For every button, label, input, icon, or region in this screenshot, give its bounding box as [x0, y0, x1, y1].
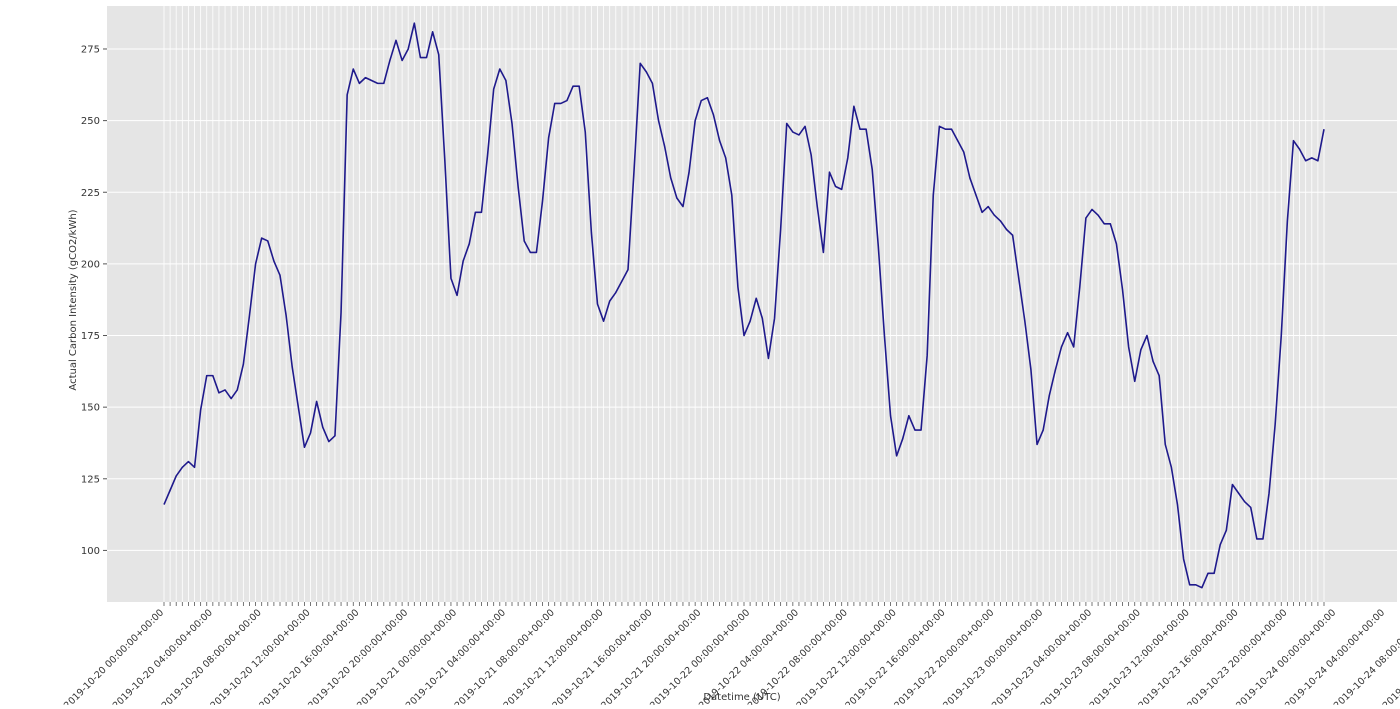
x-tick-label: 2019-10-21 08:00:00+00:00 [453, 607, 557, 705]
plot-panel [107, 6, 1397, 602]
x-tick-label: 2019-10-20 12:00:00+00:00 [209, 607, 313, 705]
y-tick-label: 100 [81, 546, 100, 557]
x-axis-label: Datetime (UTC) [703, 692, 780, 703]
x-tick-label: 2019-10-24 04:00:00+00:00 [1283, 607, 1387, 705]
y-tick-label: 200 [81, 259, 100, 270]
x-tick-label: 2019-10-22 16:00:00+00:00 [843, 607, 947, 705]
x-tick-label: 2019-10-23 16:00:00+00:00 [1137, 607, 1241, 705]
y-tick-label: 150 [81, 403, 100, 414]
x-tick-label: 2019-10-21 00:00:00+00:00 [355, 607, 459, 705]
x-tick-label: 2019-10-23 04:00:00+00:00 [990, 607, 1094, 705]
y-axis-ticks: 100 125 150 175 200 225 250 275 [81, 44, 107, 557]
y-axis-label: Actual Carbon Intensity (gCO2/kWh) [68, 209, 79, 390]
x-tick-label: 2019-10-22 08:00:00+00:00 [746, 607, 850, 705]
x-tick-label: 2019-10-20 00:00:00+00:00 [62, 607, 166, 705]
x-tick-label: 2019-10-21 16:00:00+00:00 [550, 607, 654, 705]
x-tick-label: 2019-10-22 20:00:00+00:00 [892, 607, 996, 705]
x-tick-label: 2019-10-23 00:00:00+00:00 [941, 607, 1045, 705]
x-tick-label: 2019-10-20 16:00:00+00:00 [257, 607, 361, 705]
x-tick-label: 2019-10-21 12:00:00+00:00 [502, 607, 606, 705]
x-tick-label: 2019-10-21 04:00:00+00:00 [404, 607, 508, 705]
y-tick-label: 175 [81, 331, 100, 342]
x-tick-label: 2019-10-21 20:00:00+00:00 [599, 607, 703, 705]
x-tick-label: 2019-10-20 04:00:00+00:00 [111, 607, 215, 705]
x-tick-label: 2019-10-22 00:00:00+00:00 [648, 607, 752, 705]
y-tick-label: 125 [81, 474, 100, 485]
x-tick-label: 2019-10-20 20:00:00+00:00 [306, 607, 410, 705]
x-tick-label: 2019-10-20 08:00:00+00:00 [160, 607, 264, 705]
x-tick-label: 2019-10-22 04:00:00+00:00 [697, 607, 801, 705]
y-tick-label: 225 [81, 188, 100, 199]
x-tick-label: 2019-10-23 12:00:00+00:00 [1088, 607, 1192, 705]
y-tick-label: 275 [81, 44, 100, 55]
x-tick-label: 2019-10-24 00:00:00+00:00 [1234, 607, 1338, 705]
series-line [163, 22, 1325, 589]
y-tick-label: 250 [81, 116, 100, 127]
x-tick-label: 2019-10-23 20:00:00+00:00 [1185, 607, 1289, 705]
x-tick-label: 2019-10-23 08:00:00+00:00 [1039, 607, 1143, 705]
x-tick-label: 2019-10-22 12:00:00+00:00 [795, 607, 899, 705]
